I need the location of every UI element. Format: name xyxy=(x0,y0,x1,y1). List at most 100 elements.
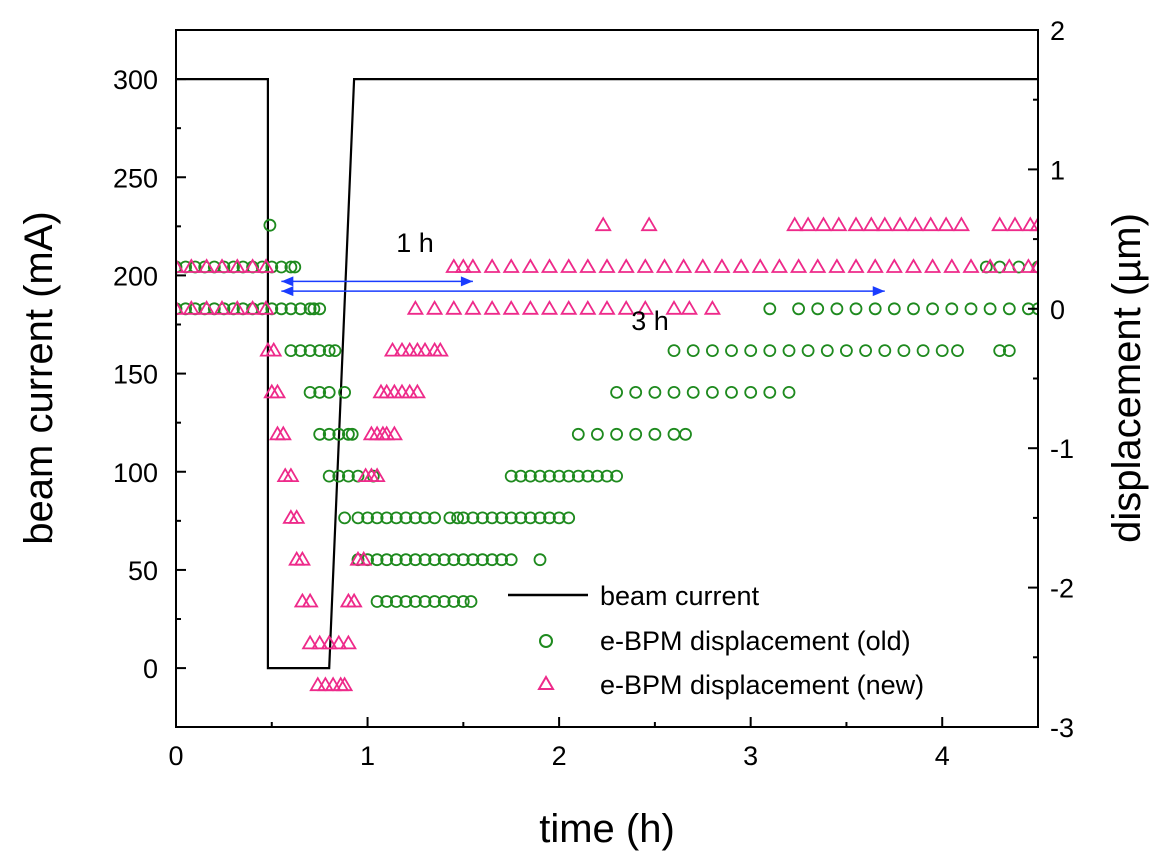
new-displacement-point xyxy=(274,425,292,441)
old-displacement-point xyxy=(322,427,336,441)
old-displacement-point xyxy=(792,302,805,316)
new-displacement-point xyxy=(885,258,903,273)
new-displacement-point xyxy=(383,341,402,357)
old-displacement-point xyxy=(408,553,422,567)
new-displacement-point xyxy=(288,509,306,524)
old-displacement-point xyxy=(610,469,623,483)
old-displacement-point xyxy=(504,511,518,525)
y-tick-label: 50 xyxy=(128,556,158,586)
new-displacement-point xyxy=(560,258,578,273)
y-tick-label: 200 xyxy=(113,261,158,291)
old-displacement-point xyxy=(686,385,700,399)
y-tick-label: 300 xyxy=(113,65,158,95)
old-displacement-point xyxy=(763,344,777,358)
new-displacement-point xyxy=(904,258,923,273)
new-displacement-point xyxy=(176,300,185,315)
old-displacement-point xyxy=(437,595,451,608)
old-displacement-point xyxy=(524,511,537,525)
new-displacement-point xyxy=(301,634,319,650)
new-displacement-point xyxy=(732,258,750,273)
new-displacement-point xyxy=(265,341,283,357)
old-displacement-point xyxy=(571,469,585,483)
old-displacement-point xyxy=(744,385,758,399)
old-displacement-point xyxy=(926,302,939,316)
new-displacement-point xyxy=(1006,216,1024,232)
new-displacement-point xyxy=(694,258,712,273)
old-displacement-point xyxy=(830,302,844,316)
y-tick-label: 0 xyxy=(143,654,158,684)
old-displacement-point xyxy=(399,553,413,567)
old-displacement-point xyxy=(303,302,317,316)
new-displacement-point xyxy=(1019,258,1037,273)
new-displacement-point xyxy=(355,550,373,566)
new-displacement-point xyxy=(257,300,275,315)
new-displacement-point xyxy=(636,300,654,315)
old-displacement-point xyxy=(868,302,882,316)
new-displacement-point xyxy=(594,216,612,232)
old-displacement-point xyxy=(476,553,489,567)
new-displacement-point xyxy=(680,300,698,315)
old-displacement-point xyxy=(629,385,643,399)
old-displacement-point xyxy=(322,385,336,399)
old-displacement-point xyxy=(571,427,585,441)
new-displacement-point xyxy=(345,592,363,608)
old-displacement-point xyxy=(562,511,576,525)
old-displacement-point xyxy=(351,511,365,525)
new-displacement-point xyxy=(1029,216,1038,232)
new-displacement-point xyxy=(598,258,616,273)
old-displacement-point xyxy=(176,260,183,274)
old-displacement-point xyxy=(562,469,576,483)
legend-old: e-BPM displacement (old) xyxy=(600,626,911,656)
y2-tick-label: -1 xyxy=(1050,434,1074,464)
old-displacement-point xyxy=(341,427,355,441)
old-displacement-point xyxy=(543,469,556,483)
old-displacement-point xyxy=(456,595,470,608)
new-displacement-point xyxy=(257,258,275,273)
old-displacement-point xyxy=(389,511,403,525)
new-displacement-point xyxy=(991,216,1009,232)
new-displacement-point xyxy=(464,258,482,273)
new-displacement-point xyxy=(502,258,520,273)
new-displacement-point xyxy=(431,341,449,357)
new-displacement-point xyxy=(617,300,635,315)
annotation-1h: 1 h xyxy=(396,228,434,258)
old-displacement-point xyxy=(533,469,547,483)
old-displacement-point xyxy=(389,595,403,608)
new-displacement-point xyxy=(368,467,386,482)
new-displacement-point xyxy=(924,258,942,273)
new-displacement-point xyxy=(330,634,348,650)
old-displacement-point xyxy=(811,302,825,316)
new-displacement-point xyxy=(598,300,616,315)
new-displacement-point xyxy=(213,258,231,273)
old-displacement-point xyxy=(951,344,964,358)
y2-tick-label: 2 xyxy=(1050,16,1065,46)
new-displacement-point xyxy=(182,300,200,315)
old-displacement-point xyxy=(456,511,470,525)
old-displacement-point xyxy=(878,344,892,358)
old-displacement-point xyxy=(993,344,1007,358)
old-displacement-point xyxy=(495,553,509,567)
old-displacement-point xyxy=(725,344,738,358)
new-displacement-point xyxy=(952,216,970,232)
old-displacement-point xyxy=(849,302,863,316)
new-displacement-point xyxy=(521,258,539,273)
y-tick-label: 150 xyxy=(113,360,158,390)
new-displacement-point xyxy=(640,216,658,232)
new-displacement-point xyxy=(665,300,683,315)
new-displacement-point xyxy=(339,634,357,650)
new-displacement-point xyxy=(408,383,426,399)
new-displacement-point xyxy=(311,634,329,650)
old-displacement-point xyxy=(322,344,336,358)
new-displacement-point xyxy=(282,467,300,482)
old-displacement-point xyxy=(274,302,288,316)
old-displacement-point xyxy=(552,469,566,483)
old-displacement-point xyxy=(859,344,872,358)
new-displacement-point xyxy=(502,300,520,315)
new-displacement-point xyxy=(301,592,319,608)
old-displacement-point xyxy=(945,302,959,316)
old-displacement-point xyxy=(428,595,442,608)
new-displacement-point xyxy=(540,258,559,273)
old-displacement-point xyxy=(1002,302,1016,316)
old-displacement-point xyxy=(443,511,457,525)
old-displacement-point xyxy=(451,511,465,525)
